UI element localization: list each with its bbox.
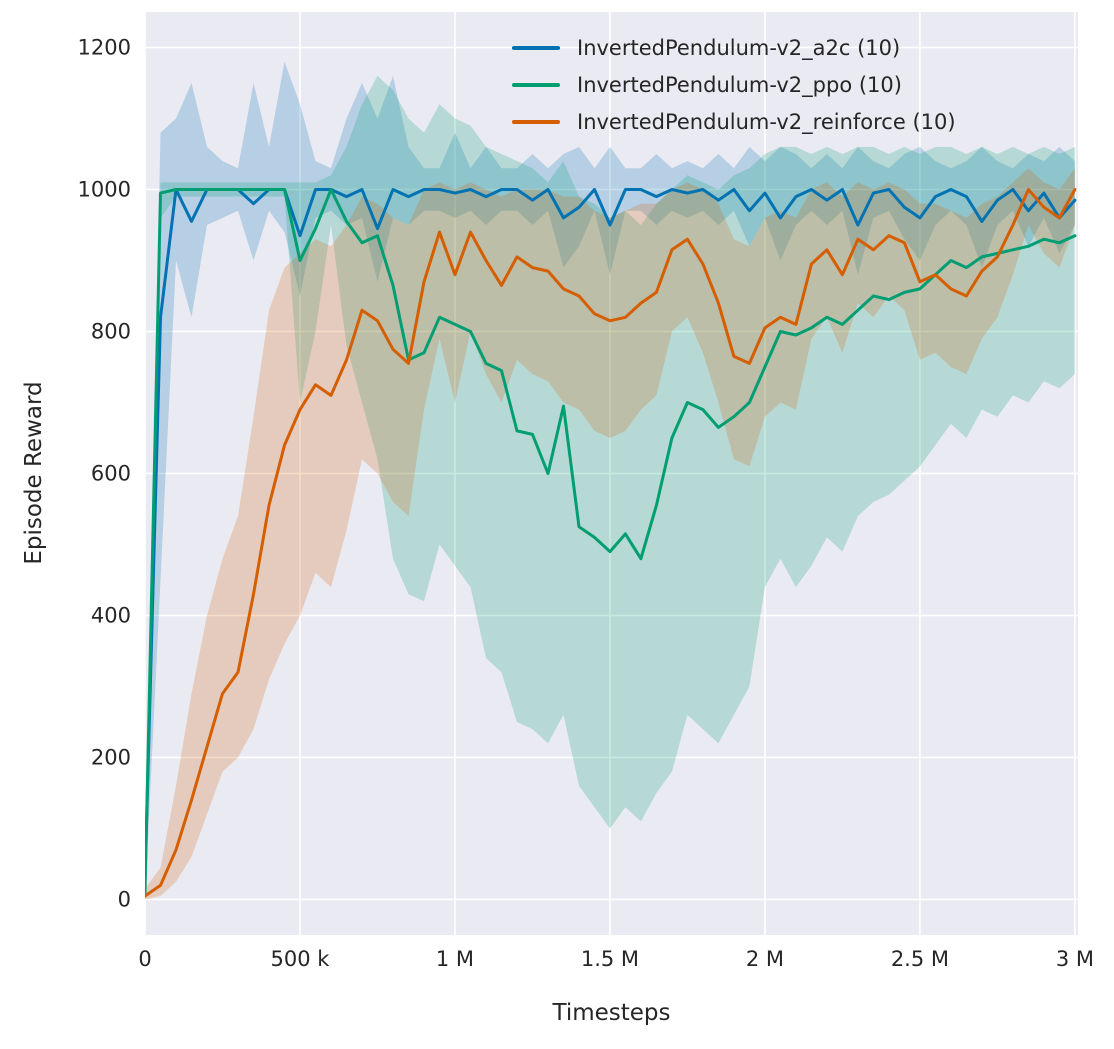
legend-item-ppo: InvertedPendulum-v2_ppo (10) xyxy=(512,71,956,98)
y-tick-label: 1000 xyxy=(78,178,131,202)
legend-item-reinforce: InvertedPendulum-v2_reinforce (10) xyxy=(512,108,956,135)
x-tick-label: 1.5 M xyxy=(581,947,639,971)
legend-line-swatch-a2c xyxy=(512,45,560,50)
x-tick-label: 3 M xyxy=(1056,947,1094,971)
y-tick-label: 400 xyxy=(91,604,131,628)
legend-line-swatch-ppo xyxy=(512,82,560,87)
legend-label-reinforce: InvertedPendulum-v2_reinforce (10) xyxy=(577,109,956,134)
band-reinforce xyxy=(145,168,1075,900)
y-tick-label: 200 xyxy=(91,746,131,770)
x-tick-label: 500 k xyxy=(271,947,331,971)
y-tick-label: 0 xyxy=(118,888,131,912)
legend: InvertedPendulum-v2_a2c (10) InvertedPen… xyxy=(512,34,956,135)
y-axis-label: Episode Reward xyxy=(21,381,47,565)
x-axis-label: Timesteps xyxy=(552,1000,671,1026)
legend-label-ppo: InvertedPendulum-v2_ppo (10) xyxy=(577,72,902,97)
line-ppo xyxy=(145,188,1077,894)
legend-label-a2c: InvertedPendulum-v2_a2c (10) xyxy=(577,35,901,60)
band-a2c xyxy=(145,61,1075,900)
line-a2c xyxy=(145,188,1077,880)
x-tick-label: 0 xyxy=(138,947,151,971)
line-reinforce xyxy=(145,188,1077,898)
x-tick-label: 2 M xyxy=(746,947,784,971)
legend-item-a2c: InvertedPendulum-v2_a2c (10) xyxy=(512,34,956,61)
y-tick-label: 1200 xyxy=(78,36,131,60)
legend-line-swatch-reinforce xyxy=(512,119,560,124)
band-ppo xyxy=(145,75,1075,900)
y-tick-label: 600 xyxy=(91,462,131,486)
y-tick-label: 800 xyxy=(91,320,131,344)
x-tick-label: 2.5 M xyxy=(891,947,949,971)
x-tick-label: 1 M xyxy=(436,947,474,971)
